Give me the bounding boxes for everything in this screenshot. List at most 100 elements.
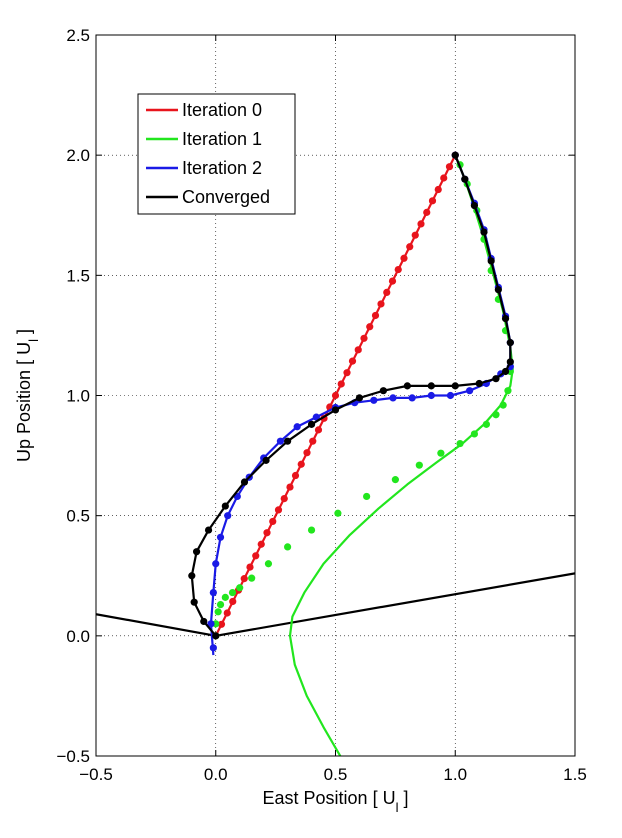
point-iteration-1 bbox=[470, 430, 479, 438]
point-iteration-2 bbox=[446, 391, 455, 400]
point-iteration-0 bbox=[417, 220, 425, 228]
point-iteration-2 bbox=[370, 396, 378, 404]
point-iteration-1 bbox=[492, 411, 500, 419]
y-tick-label: 1.5 bbox=[66, 266, 90, 285]
point-converged bbox=[501, 367, 510, 376]
legend-label-converged: Converged bbox=[182, 187, 270, 207]
point-converged bbox=[204, 526, 213, 534]
point-converged bbox=[192, 548, 201, 556]
point-iteration-0 bbox=[428, 197, 437, 205]
x-tick-label: 1.5 bbox=[563, 765, 587, 784]
point-converged bbox=[212, 632, 220, 640]
point-converged bbox=[284, 437, 292, 445]
axis-ticks: −0.5 0.0 0.5 1.0 1.5 −0.5 0.0 0.5 1.0 1.5 2.0 2.5 bbox=[56, 26, 586, 784]
point-converged bbox=[221, 502, 229, 510]
point-iteration-1 bbox=[334, 509, 342, 517]
y-tick-label: 2.0 bbox=[66, 146, 90, 165]
x-tick-label: −0.5 bbox=[79, 765, 113, 784]
x-tick-label: 1.0 bbox=[443, 765, 467, 784]
point-converged bbox=[403, 382, 411, 390]
point-converged bbox=[461, 175, 469, 183]
point-iteration-2 bbox=[209, 588, 217, 597]
point-iteration-2 bbox=[389, 394, 397, 402]
point-iteration-0 bbox=[280, 495, 288, 503]
point-converged bbox=[470, 202, 479, 210]
point-iteration-0 bbox=[331, 391, 340, 400]
point-converged bbox=[355, 394, 364, 402]
point-converged bbox=[427, 382, 435, 390]
point-iteration-0 bbox=[366, 323, 374, 331]
point-iteration-0 bbox=[354, 346, 362, 354]
point-iteration-0 bbox=[445, 163, 454, 171]
point-converged bbox=[262, 456, 270, 464]
point-iteration-0 bbox=[303, 449, 311, 457]
y-axis-title-end: ] bbox=[14, 329, 34, 339]
point-iteration-0 bbox=[257, 540, 265, 548]
point-iteration-1 bbox=[363, 492, 371, 501]
y-axis-title-sub: l bbox=[26, 339, 41, 342]
point-converged bbox=[451, 382, 459, 390]
point-iteration-2 bbox=[466, 387, 474, 395]
point-converged bbox=[240, 478, 249, 486]
point-iteration-0 bbox=[337, 380, 345, 388]
point-iteration-0 bbox=[406, 243, 414, 251]
point-converged bbox=[494, 286, 502, 294]
point-iteration-0 bbox=[229, 597, 237, 606]
point-iteration-0 bbox=[274, 506, 283, 514]
point-iteration-1 bbox=[391, 476, 399, 484]
y-tick-label: 1.0 bbox=[66, 387, 90, 406]
point-converged bbox=[501, 314, 510, 323]
point-iteration-0 bbox=[371, 311, 380, 320]
point-iteration-0 bbox=[348, 357, 357, 365]
point-iteration-0 bbox=[240, 575, 248, 583]
point-iteration-0 bbox=[246, 563, 254, 571]
point-iteration-1 bbox=[284, 543, 292, 551]
point-iteration-2 bbox=[293, 423, 301, 431]
point-iteration-1 bbox=[307, 526, 316, 534]
point-iteration-0 bbox=[388, 277, 397, 285]
point-converged bbox=[379, 387, 387, 395]
x-axis-title-sub: l bbox=[396, 800, 399, 815]
point-iteration-1 bbox=[437, 449, 445, 457]
x-tick-label: 0.5 bbox=[324, 765, 348, 784]
legend-label-iteration-1: Iteration 1 bbox=[182, 129, 262, 149]
point-iteration-1 bbox=[236, 584, 244, 592]
point-iteration-0 bbox=[223, 609, 231, 617]
legend: Iteration 0 Iteration 1 Iteration 2 Converg… bbox=[137, 93, 296, 215]
point-iteration-0 bbox=[263, 529, 271, 537]
point-converged bbox=[190, 598, 198, 606]
point-converged bbox=[200, 617, 208, 626]
point-iteration-1 bbox=[482, 420, 490, 428]
point-iteration-0 bbox=[217, 620, 226, 628]
point-iteration-0 bbox=[314, 426, 323, 434]
y-tick-label: 0.5 bbox=[66, 507, 90, 526]
point-converged bbox=[492, 375, 500, 383]
point-iteration-0 bbox=[269, 517, 277, 526]
point-iteration-1 bbox=[228, 588, 237, 597]
legend-box bbox=[137, 93, 296, 215]
point-iteration-2 bbox=[209, 644, 217, 652]
y-axis-title: Up Position [ Ul ] bbox=[14, 329, 41, 462]
legend-label-iteration-2: Iteration 2 bbox=[182, 158, 262, 178]
point-iteration-0 bbox=[434, 185, 442, 194]
point-iteration-0 bbox=[400, 254, 408, 262]
point-iteration-0 bbox=[252, 552, 260, 560]
point-iteration-2 bbox=[224, 512, 232, 520]
x-tick-label: 0.0 bbox=[204, 765, 228, 784]
point-iteration-0 bbox=[394, 265, 402, 274]
point-iteration-2 bbox=[427, 391, 435, 400]
point-iteration-0 bbox=[360, 334, 368, 342]
point-iteration-1 bbox=[504, 387, 512, 395]
point-converged bbox=[188, 572, 196, 580]
point-converged bbox=[475, 379, 483, 388]
y-axis-title-main: Up Position [ U bbox=[14, 342, 34, 462]
point-iteration-2 bbox=[216, 533, 225, 541]
point-iteration-0 bbox=[423, 208, 431, 216]
point-converged bbox=[506, 358, 514, 366]
point-iteration-2 bbox=[207, 620, 215, 628]
point-iteration-1 bbox=[456, 439, 464, 448]
y-tick-label: 0.0 bbox=[66, 627, 90, 646]
point-converged bbox=[451, 151, 459, 159]
point-iteration-2 bbox=[408, 394, 416, 402]
